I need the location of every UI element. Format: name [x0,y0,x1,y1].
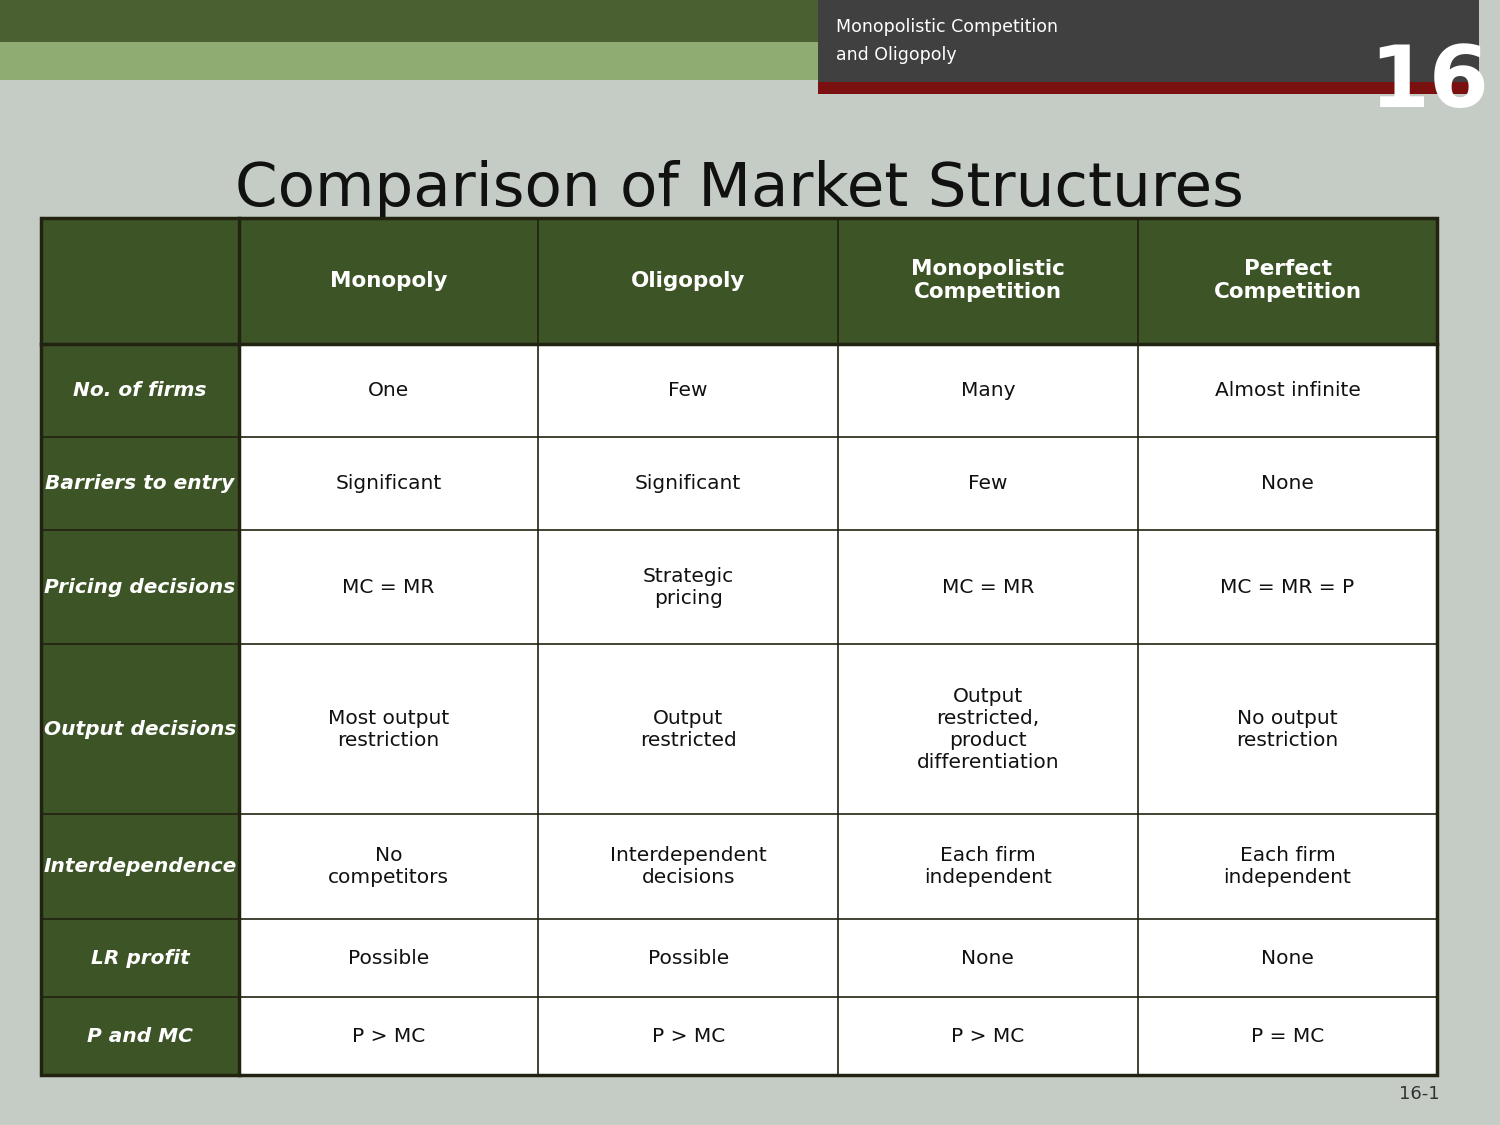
Text: Pricing decisions: Pricing decisions [45,578,236,596]
Text: Output
restricted: Output restricted [640,709,736,749]
Text: P > MC: P > MC [352,1027,424,1045]
Text: Few: Few [669,381,708,399]
Text: No output
restriction: No output restriction [1236,709,1338,749]
Text: Interdependence: Interdependence [44,857,237,876]
Bar [238,645,538,814]
Text: Interdependent
decisions: Interdependent decisions [610,846,766,888]
Text: Many: Many [960,381,1016,399]
Text: P > MC: P > MC [951,1027,1024,1045]
Bar [839,814,1137,919]
Bar [1137,530,1437,645]
Bar [238,436,538,530]
Text: No
competitors: No competitors [328,846,448,888]
Bar [238,814,538,919]
Text: and Oligopoly: and Oligopoly [836,46,957,64]
Bar [238,919,538,997]
Bar [819,0,1479,82]
Bar [538,436,839,530]
Text: Significant: Significant [336,475,441,493]
Bar [1137,436,1437,530]
Bar [839,436,1137,530]
Bar [839,645,1137,814]
Bar [839,343,1137,436]
Text: LR profit: LR profit [90,948,189,968]
Text: Almost infinite: Almost infinite [1215,381,1360,399]
Text: P > MC: P > MC [651,1027,724,1045]
Text: 16: 16 [1370,42,1490,125]
Bar [1137,919,1437,997]
Bar [0,0,1479,42]
Text: MC = MR: MC = MR [942,578,1034,596]
Text: 16-1: 16-1 [1400,1084,1440,1102]
Text: None: None [1262,475,1314,493]
Text: MC = MR = P: MC = MR = P [1221,578,1354,596]
Text: Most output
restriction: Most output restriction [328,709,448,749]
Bar [538,997,839,1076]
Text: Monopolistic
Competition: Monopolistic Competition [910,259,1065,303]
Bar [42,218,1437,1076]
Bar [238,343,538,436]
Bar [538,343,839,436]
Text: Significant: Significant [634,475,741,493]
Text: No. of firms: No. of firms [74,381,207,399]
Text: Output
restricted,
product
differentiation: Output restricted, product differentiati… [916,686,1059,772]
Text: P = MC: P = MC [1251,1027,1324,1045]
Text: Each firm
independent: Each firm independent [924,846,1052,888]
Text: Oligopoly: Oligopoly [632,271,746,291]
Bar [839,997,1137,1076]
Text: Output decisions: Output decisions [44,720,236,739]
Bar [0,42,1479,80]
Bar [238,997,538,1076]
Bar [839,919,1137,997]
Text: Monopoly: Monopoly [330,271,447,291]
Bar [1137,645,1437,814]
Bar [42,218,1437,1076]
Text: Possible: Possible [648,948,729,968]
Text: Possible: Possible [348,948,429,968]
Bar [839,530,1137,645]
Bar [238,530,538,645]
Text: MC = MR: MC = MR [342,578,435,596]
Text: Monopolistic Competition: Monopolistic Competition [836,18,1058,36]
Text: One: One [368,381,410,399]
Text: Barriers to entry: Barriers to entry [45,475,234,493]
Bar [1137,343,1437,436]
Text: Few: Few [968,475,1008,493]
Text: Comparison of Market Structures: Comparison of Market Structures [236,160,1244,219]
Bar [1137,814,1437,919]
Text: Strategic
pricing: Strategic pricing [642,567,734,608]
Bar [538,645,839,814]
Bar [819,82,1479,95]
Text: None: None [1262,948,1314,968]
Text: Each firm
independent: Each firm independent [1224,846,1352,888]
Bar [538,530,839,645]
Bar [1137,997,1437,1076]
Text: Perfect
Competition: Perfect Competition [1214,259,1362,303]
Bar [538,814,839,919]
Text: P and MC: P and MC [87,1027,194,1045]
Bar [538,919,839,997]
Text: None: None [962,948,1014,968]
